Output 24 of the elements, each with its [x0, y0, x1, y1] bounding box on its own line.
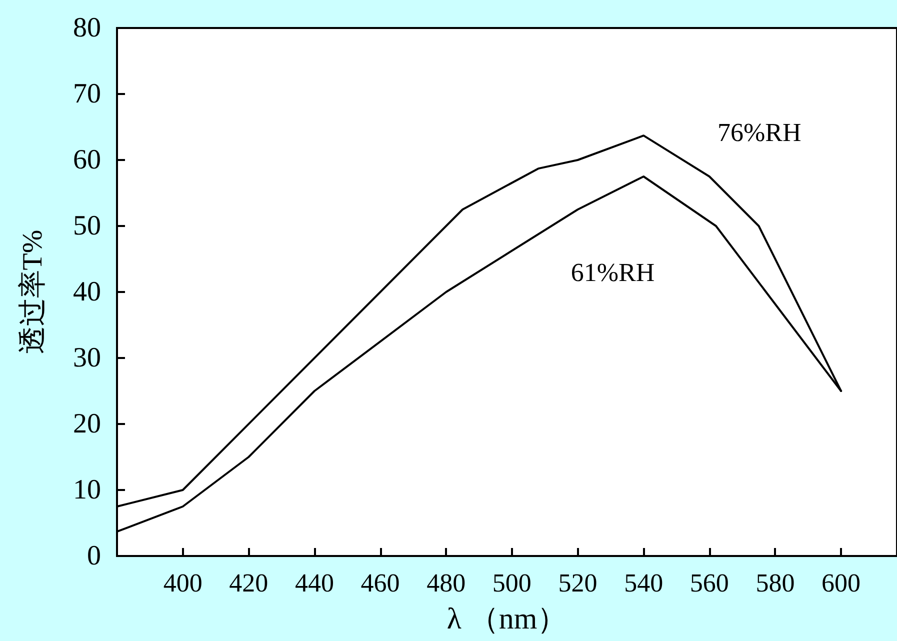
y-tick-label: 0: [87, 540, 101, 572]
y-tick-label: 80: [73, 12, 101, 44]
x-tick-label: 520: [558, 568, 598, 598]
y-tick-label: 50: [73, 210, 101, 242]
y-tick-label: 20: [73, 408, 101, 440]
y-axis-title: 透过率T%: [18, 230, 48, 354]
x-tick-label: 420: [229, 568, 268, 598]
x-tick-label: 400: [163, 568, 202, 598]
y-tick-label: 30: [73, 342, 101, 374]
x-tick-label: 460: [360, 568, 400, 598]
y-tick-label: 70: [73, 78, 101, 110]
x-tick-label: 580: [756, 568, 795, 598]
y-tick-label: 40: [73, 276, 101, 308]
x-axis-title: λ （nm）: [446, 602, 568, 636]
x-tick-label: 500: [492, 568, 532, 598]
x-tick-label: 600: [822, 568, 861, 598]
y-tick-label: 10: [73, 474, 101, 506]
x-tick-label: 440: [294, 568, 334, 598]
y-tick-label: 60: [73, 144, 101, 176]
series-label: 76%RH: [718, 118, 802, 147]
series-label: 61%RH: [570, 258, 655, 287]
x-tick-label: 480: [426, 568, 466, 598]
x-tick-label: 540: [624, 568, 664, 598]
x-tick-label: 560: [690, 568, 729, 598]
